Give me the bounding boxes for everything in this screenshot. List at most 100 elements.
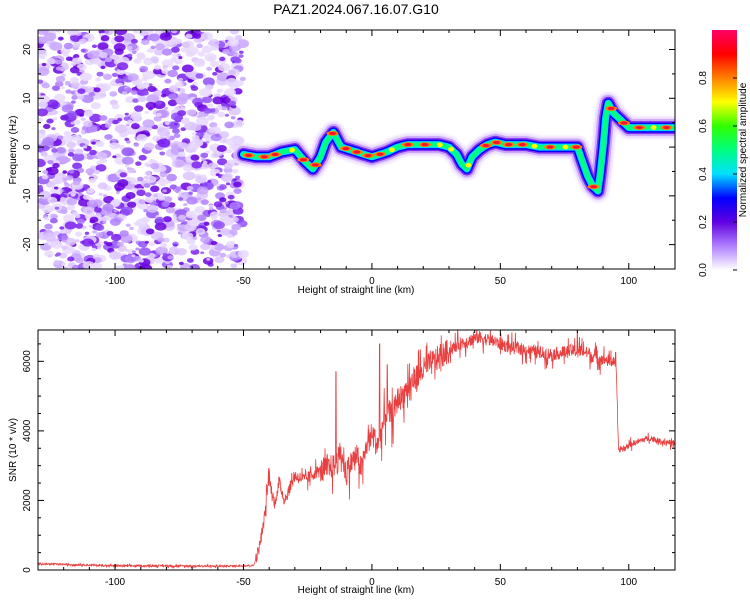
noise-blob	[82, 261, 95, 269]
noise-blob	[219, 228, 230, 236]
noise-blob	[127, 249, 135, 255]
noise-blob	[104, 57, 113, 63]
noise-blob	[72, 42, 81, 48]
noise-blob	[172, 128, 180, 134]
noise-blob	[208, 207, 214, 211]
noise-blob	[215, 173, 220, 177]
noise-blob	[188, 219, 198, 227]
noise-blob	[142, 119, 155, 128]
noise-blob	[112, 119, 119, 125]
noise-blob	[232, 51, 239, 57]
ridge-hotspot-core	[482, 143, 490, 148]
noise-blob	[177, 151, 186, 157]
noise-blob	[234, 58, 242, 64]
noise-blob	[70, 91, 75, 95]
noise-blob	[230, 263, 238, 269]
noise-blob	[110, 233, 122, 242]
noise-blob	[97, 182, 108, 190]
noise-blob	[65, 56, 73, 61]
noise-blob	[131, 254, 136, 258]
noise-blob	[201, 157, 207, 162]
noise-blob	[205, 150, 210, 154]
noise-blob	[162, 189, 167, 193]
noise-blob	[96, 71, 104, 77]
noise-blob	[55, 66, 63, 71]
noise-blob	[229, 30, 239, 35]
noise-blob	[41, 82, 50, 89]
noise-blob	[195, 73, 204, 79]
noise-blob	[124, 87, 133, 93]
noise-blob	[77, 94, 85, 100]
noise-blob	[125, 223, 131, 227]
noise-blob	[231, 168, 239, 174]
noise-blob	[119, 230, 129, 237]
spectrogram-x-ticks: -100 -50 0 50 100	[37, 30, 655, 287]
noise-blob	[129, 226, 134, 231]
noise-blob	[148, 33, 160, 42]
noise-blob	[200, 152, 209, 159]
noise-blob	[216, 158, 228, 166]
noise-blob	[209, 122, 218, 128]
noise-blob	[47, 159, 54, 165]
noise-blob	[65, 104, 73, 110]
noise-blob	[131, 114, 141, 121]
noise-blob	[170, 57, 177, 62]
noise-blob	[113, 209, 118, 213]
noise-blob	[76, 218, 85, 225]
ridge-hotspot-core	[590, 185, 598, 189]
noise-blob	[198, 229, 203, 233]
noise-blob	[96, 212, 101, 216]
noise-blob	[63, 188, 69, 192]
noise-blob	[104, 123, 112, 128]
noise-blob	[186, 46, 199, 55]
noise-blob	[52, 176, 64, 185]
noise-blob	[154, 43, 165, 51]
spectrogram-y-tick-label: 10	[22, 92, 33, 104]
noise-blob	[72, 162, 83, 170]
noise-blob	[210, 240, 218, 246]
noise-blob	[188, 141, 200, 150]
noise-blob	[143, 183, 151, 188]
noise-blob	[134, 105, 144, 112]
noise-blob	[224, 88, 236, 97]
noise-blob	[111, 138, 116, 142]
ridge-hotspot	[465, 162, 472, 168]
snr-x-tick-label: -100	[105, 577, 125, 588]
noise-blob	[41, 145, 50, 152]
snr-y-tick-label: 4000	[22, 419, 33, 442]
noise-blob	[82, 120, 93, 128]
noise-blob	[114, 35, 125, 43]
noise-blob	[96, 246, 102, 250]
noise-blob	[197, 51, 206, 57]
ridge-hotspot-core	[311, 163, 319, 167]
noise-blob	[228, 106, 241, 116]
snr-y-tick-label: 2000	[22, 489, 33, 512]
noise-blob	[213, 221, 225, 230]
ridge-hotspot-core	[376, 152, 384, 156]
noise-blob	[44, 216, 50, 221]
noise-blob	[82, 206, 94, 215]
noise-blob	[85, 168, 95, 175]
noise-blob	[104, 134, 113, 140]
ridge-hotspot-core	[342, 146, 350, 151]
noise-blob	[232, 178, 237, 182]
noise-blob	[51, 148, 58, 153]
noise-blob	[161, 93, 167, 98]
noise-blob	[157, 195, 166, 201]
noise-blob	[161, 201, 170, 208]
noise-blob	[172, 65, 180, 71]
noise-blob	[46, 99, 59, 108]
noise-blob	[146, 204, 159, 213]
spectrogram-x-tick-label: 50	[495, 276, 507, 287]
noise-blob	[55, 75, 66, 83]
noise-blob	[186, 196, 198, 205]
noise-blob	[212, 96, 224, 105]
noise-blob	[63, 181, 68, 185]
noise-blob	[106, 231, 114, 236]
noise-blob	[217, 234, 223, 238]
noise-blob	[172, 213, 177, 217]
noise-blob	[64, 221, 77, 230]
noise-blob	[67, 110, 77, 118]
noise-blob	[197, 214, 207, 221]
noise-blob	[180, 118, 190, 125]
